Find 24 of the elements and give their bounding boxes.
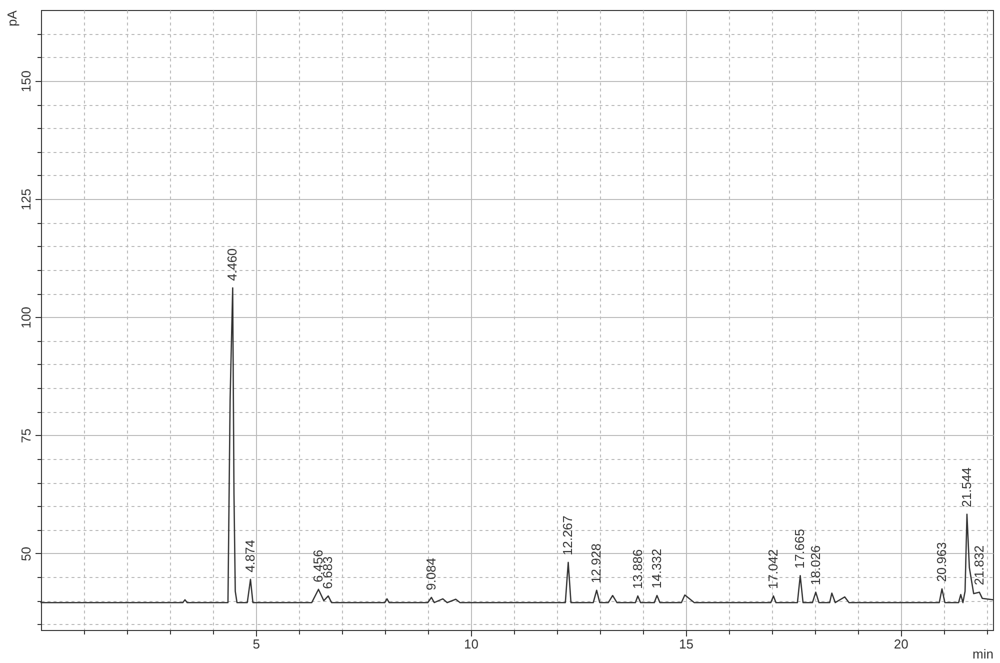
annotation: 4.460: [224, 248, 240, 281]
x-tick-label: 20: [894, 636, 908, 652]
annotation: 21.832: [971, 545, 986, 586]
x-axis-title: min: [972, 646, 994, 662]
x-tick-label: 10: [464, 636, 479, 652]
annotation: 9.084: [423, 558, 438, 590]
x-tick-label: 15: [678, 636, 694, 652]
annotation: 17.665: [792, 528, 808, 569]
x-tick-label: 5: [252, 636, 260, 652]
y-tick-label: 100: [18, 306, 34, 329]
y-tick-label: 125: [18, 188, 34, 210]
annotation: 12.928: [588, 544, 604, 584]
annotation: 12.267: [560, 516, 576, 556]
annotation: 18.026: [808, 545, 823, 586]
annotation: 14.332: [648, 548, 664, 589]
y-axis-title: pA: [4, 10, 20, 26]
annotation: 20.963: [934, 542, 949, 582]
y-tick-label: 50: [18, 546, 34, 562]
y-tick-label: 75: [18, 428, 34, 444]
annotation: 17.042: [765, 549, 780, 589]
annotation: 4.874: [242, 540, 258, 572]
annotation: 13.886: [630, 549, 645, 589]
annotation: 21.544: [958, 467, 974, 508]
y-tick-label: 150: [18, 70, 34, 92]
